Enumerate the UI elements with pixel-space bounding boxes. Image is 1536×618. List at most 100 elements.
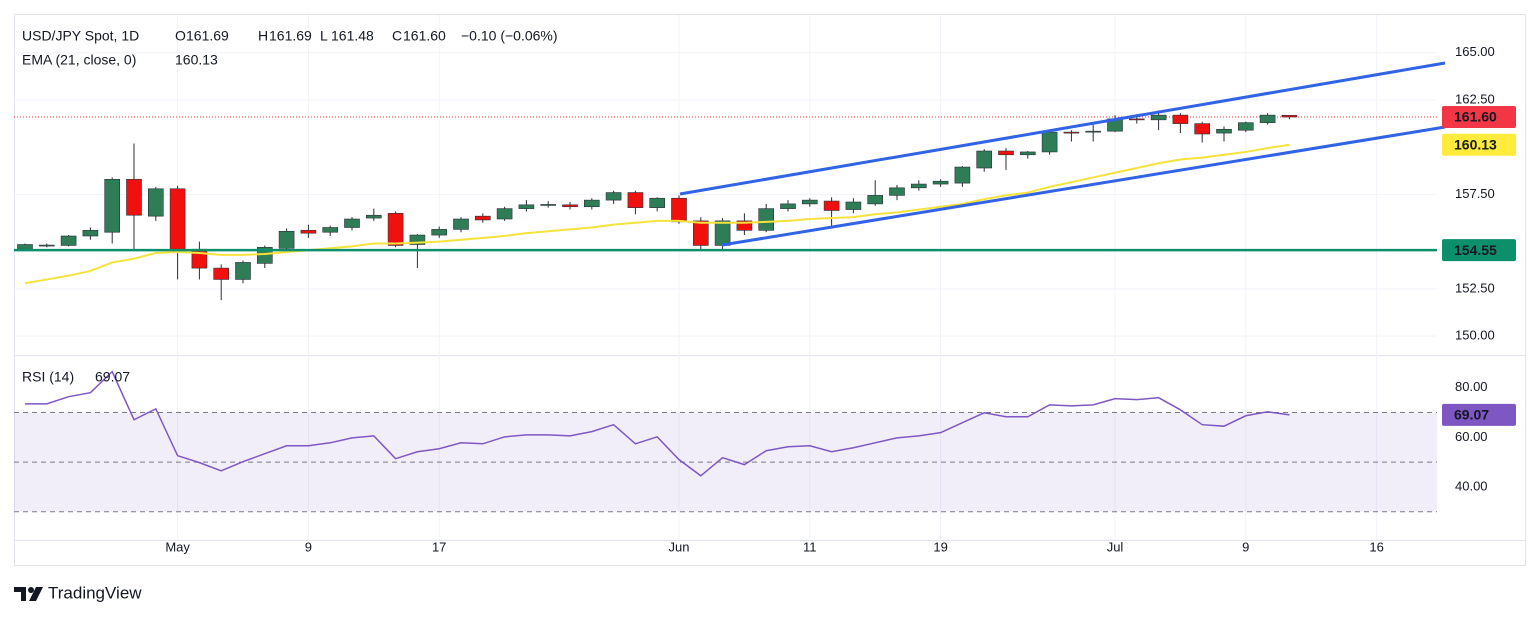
candle-body bbox=[1129, 118, 1145, 121]
candle-body bbox=[1216, 128, 1232, 134]
x-tick-label: Jul bbox=[1107, 539, 1124, 554]
ohlc-value: 161.48 bbox=[331, 28, 374, 44]
candle-body bbox=[1281, 115, 1298, 118]
chart-frame bbox=[14, 14, 1526, 566]
x-tick-label: 19 bbox=[933, 539, 947, 554]
brand-name: TradingView bbox=[48, 583, 142, 602]
x-tick-label: May bbox=[165, 539, 190, 554]
candle-body bbox=[736, 220, 753, 231]
candle-body bbox=[1063, 131, 1080, 134]
candle-body bbox=[104, 179, 120, 233]
candle-body bbox=[649, 197, 666, 208]
candle-body bbox=[889, 187, 905, 196]
support-price-label-box bbox=[1442, 239, 1516, 262]
candle-body bbox=[627, 192, 644, 208]
candle-body bbox=[758, 208, 775, 231]
candle-body bbox=[1041, 131, 1058, 153]
candle-body bbox=[823, 200, 840, 211]
logo bbox=[14, 587, 43, 601]
candle-body bbox=[300, 230, 317, 234]
y-tick-label: 165.00 bbox=[1455, 44, 1495, 59]
candle-body bbox=[278, 230, 295, 249]
candle-body bbox=[845, 201, 862, 210]
candle-body bbox=[540, 204, 557, 206]
rsi-value-label: 69.07 bbox=[1454, 407, 1489, 423]
channel-lower bbox=[721, 125, 1446, 247]
last-price-label-box bbox=[1442, 106, 1516, 128]
ohlc-value: 161.69 bbox=[269, 28, 312, 44]
candle-body bbox=[235, 262, 251, 280]
candle-body bbox=[148, 188, 164, 217]
main-layer bbox=[17, 110, 1298, 477]
rsi-line bbox=[25, 370, 1290, 477]
y-tick-label: 150.00 bbox=[1455, 328, 1495, 343]
candle-body bbox=[671, 197, 687, 223]
candle-body bbox=[169, 188, 186, 250]
back-layer bbox=[14, 15, 1437, 540]
candle-body bbox=[453, 218, 469, 230]
candle-body bbox=[976, 150, 993, 169]
candle-body bbox=[213, 267, 229, 280]
x-tick-label: 11 bbox=[803, 539, 817, 554]
y-tick-label: 60.00 bbox=[1455, 429, 1488, 444]
channel-upper bbox=[679, 61, 1446, 196]
ohlc-value: 161.60 bbox=[403, 28, 446, 44]
candle-body bbox=[1259, 114, 1276, 123]
candle-body bbox=[562, 204, 578, 208]
logo-mark bbox=[28, 587, 34, 593]
ohlc-key: H bbox=[258, 28, 268, 44]
candle-body bbox=[60, 235, 77, 246]
rsi-legend-value: 69.07 bbox=[95, 369, 130, 385]
candle-body bbox=[1150, 114, 1167, 121]
candle-body bbox=[932, 180, 949, 185]
candle-body bbox=[1085, 130, 1101, 133]
candle-body bbox=[954, 166, 971, 184]
candle-body bbox=[605, 192, 622, 201]
ema-legend-value: 160.13 bbox=[175, 52, 218, 68]
ema-price-label-box bbox=[1442, 133, 1516, 156]
y-tick-label: 40.00 bbox=[1455, 478, 1488, 493]
candle-body bbox=[1238, 122, 1254, 131]
candle-body bbox=[998, 150, 1014, 156]
candle-body bbox=[474, 215, 491, 221]
x-tick-label: 9 bbox=[1242, 539, 1249, 554]
candle-body bbox=[409, 234, 426, 245]
candle-body bbox=[780, 203, 796, 209]
ema-legend-name: EMA (21, close, 0) bbox=[22, 52, 136, 68]
candle-body bbox=[1019, 151, 1036, 156]
candle-body bbox=[38, 244, 55, 247]
candle-body bbox=[1172, 114, 1189, 124]
symbol-title: USD/JPY Spot, 1D bbox=[22, 28, 139, 44]
y-tick-label: 162.50 bbox=[1455, 91, 1495, 106]
candle-body bbox=[344, 218, 360, 228]
ohlc-key: O bbox=[175, 28, 186, 44]
candle-body bbox=[583, 199, 600, 208]
candle-body bbox=[867, 195, 884, 205]
candle-body bbox=[365, 214, 382, 219]
ohlc-value: 161.69 bbox=[186, 28, 229, 44]
x-tick-label: 17 bbox=[432, 539, 446, 554]
candle-body bbox=[17, 244, 33, 250]
candle-body bbox=[126, 179, 142, 216]
ema-price-label: 160.13 bbox=[1454, 136, 1497, 152]
rsi-legend-name: RSI (14) bbox=[22, 369, 74, 385]
candle-body bbox=[431, 229, 448, 236]
x-tick-label: Jun bbox=[669, 539, 690, 554]
candle-body bbox=[910, 183, 927, 189]
candle-body bbox=[387, 213, 404, 246]
logo-mark bbox=[14, 587, 26, 601]
logo-mark bbox=[29, 587, 43, 601]
y-tick-label: 157.50 bbox=[1455, 186, 1495, 201]
ohlc-key: C bbox=[392, 28, 402, 44]
change-value: −0.10 (−0.06%) bbox=[461, 28, 558, 44]
candle-body bbox=[801, 199, 818, 205]
candle-body bbox=[518, 204, 535, 209]
last-price-label: 161.60 bbox=[1454, 109, 1497, 125]
candle-body bbox=[1194, 123, 1210, 135]
support-price-label: 154.55 bbox=[1454, 242, 1497, 258]
rsi-value-box bbox=[1442, 403, 1516, 426]
candle-body bbox=[322, 227, 339, 233]
y-tick-label: 80.00 bbox=[1455, 379, 1488, 394]
ema-line bbox=[24, 143, 1290, 285]
